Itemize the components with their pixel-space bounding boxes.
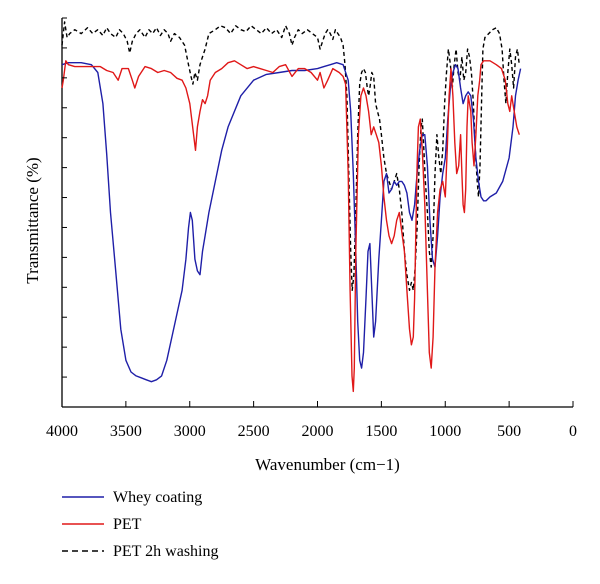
legend-label-2: PET 2h washing <box>113 543 218 560</box>
series-group <box>61 21 522 393</box>
tick-group: 4000 3500 3000 2500 2000 1500 1000 500 0 <box>46 17 577 440</box>
series-line-1 <box>61 60 520 393</box>
series-line-2 <box>61 21 520 291</box>
x-tick-label: 3500 <box>110 423 142 440</box>
x-tick-label: 2500 <box>238 423 270 440</box>
series-line-0 <box>61 62 522 383</box>
x-tick-label: 1500 <box>365 423 397 440</box>
legend-label-1: PET <box>113 516 142 533</box>
y-axis-label: Transmittance (%) <box>23 157 42 283</box>
legend: Whey coating PET PET 2h washing <box>62 489 218 560</box>
x-tick-label: 1000 <box>429 423 461 440</box>
x-tick-label: 500 <box>497 423 521 440</box>
legend-label-0: Whey coating <box>113 489 202 506</box>
x-tick-label: 3000 <box>174 423 206 440</box>
x-tick-label: 4000 <box>46 423 78 440</box>
x-tick-label: 0 <box>569 423 577 440</box>
x-axis-label: Wavenumber (cm−1) <box>255 455 400 474</box>
x-tick-label: 2000 <box>302 423 334 440</box>
